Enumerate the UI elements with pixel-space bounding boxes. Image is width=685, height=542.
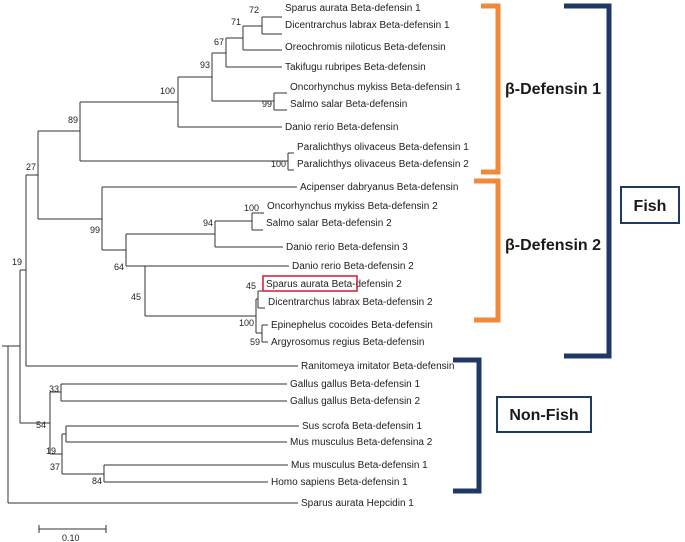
- bootstrap-value: 72: [249, 5, 259, 15]
- taxon-label: Homo sapiens Beta-defensin 1: [271, 477, 408, 488]
- bootstrap-value: 33: [49, 384, 59, 394]
- bootstrap-value: 89: [68, 115, 78, 125]
- bootstrap-value: 59: [250, 337, 260, 347]
- taxon-label: Mus musculus Beta-defensin 1: [291, 460, 428, 471]
- taxon-label: Epinephelus cocoides Beta-defensin: [271, 320, 433, 331]
- taxon-label: Mus musculus Beta-defensina 2: [290, 437, 433, 448]
- bootstrap-value: 19: [12, 257, 22, 267]
- nonfish-label-box: [496, 396, 592, 433]
- fish-label-box: [620, 186, 680, 224]
- taxon-label: Paralichthys olivaceus Beta-defensin 1: [297, 142, 469, 153]
- taxon-label: Ranitomeya imitator Beta-defensin: [301, 361, 454, 372]
- bootstrap-value: 64: [114, 262, 124, 272]
- bootstrap-value: 37: [50, 462, 60, 472]
- bootstrap-value: 67: [214, 37, 224, 47]
- defensin2-label: β-Defensin 2: [505, 237, 601, 254]
- taxon-label: Acipenser dabryanus Beta-defensin: [300, 182, 458, 193]
- taxon-label: Sparus aurata Beta-defensin 1: [285, 3, 421, 14]
- taxon-label: Salmo salar Beta-defensin 2: [266, 218, 392, 229]
- bootstrap-value: 45: [131, 292, 141, 302]
- taxon-label: Takifugu rubripes Beta-defensin: [285, 62, 426, 73]
- highlight-box: [262, 275, 358, 292]
- taxon-label: Dicentrarchus labrax Beta-defensin 2: [268, 297, 433, 308]
- taxon-label: Gallus gallus Beta-defensin 1: [290, 379, 421, 390]
- bootstrap-value: 54: [36, 420, 46, 430]
- fish-bracket: [564, 3, 612, 359]
- taxon-label: Sus scrofa Beta-defensin 1: [302, 421, 423, 432]
- taxon-label: Danio rerio Beta-defensin: [285, 122, 398, 133]
- taxon-label: Dicentrarchus labrax Beta-defensin 1: [285, 20, 450, 31]
- bootstrap-value: 27: [26, 162, 36, 172]
- bootstrap-value: 99: [262, 99, 272, 109]
- taxon-label: Argyrosomus regius Beta-defensin: [271, 337, 424, 348]
- taxon-label: Salmo salar Beta-defensin: [290, 99, 407, 110]
- nonfish-label: Non-Fish: [509, 407, 578, 424]
- taxon-label: Danio rerio Beta-defensin 2: [292, 261, 414, 272]
- taxon-label: Gallus gallus Beta-defensin 2: [290, 396, 421, 407]
- defensin1-bracket: [481, 3, 501, 175]
- fish-label: Fish: [634, 198, 667, 215]
- bootstrap-value: 93: [200, 60, 210, 70]
- scale-bar: [38, 525, 107, 533]
- taxon-label: Sparus aurata Hepcidin 1: [301, 498, 414, 509]
- taxon-labels: Sparus aurata Beta-defensin 1 Dicentrarc…: [266, 3, 469, 509]
- bootstrap-value: 19: [46, 446, 56, 456]
- tree-branches: [2, 16, 299, 504]
- bootstrap-value: 100: [244, 203, 259, 213]
- defensin1-label: β-Defensin 1: [505, 81, 601, 98]
- bootstrap-values: 72 71 67 93 100 99 89 100 27 100 94 99 6…: [12, 5, 286, 486]
- taxon-label: Oncorhynchus mykiss Beta-defensin 1: [290, 82, 461, 93]
- defensin2-bracket: [474, 178, 501, 323]
- bootstrap-value: 71: [231, 17, 241, 27]
- bootstrap-value: 94: [203, 218, 213, 228]
- taxon-label-highlighted: Sparus aurata Beta-defensin 2: [266, 279, 402, 290]
- bootstrap-value: 99: [90, 225, 100, 235]
- taxon-label: Paralichthys olivaceus Beta-defensin 2: [297, 159, 469, 170]
- taxon-label: Oncorhynchus mykiss Beta-defensin 2: [267, 201, 438, 212]
- scale-bar-label: 0.10: [62, 533, 80, 542]
- bootstrap-value: 100: [271, 159, 286, 169]
- bootstrap-value: 100: [239, 318, 254, 328]
- nonfish-bracket: [453, 357, 482, 494]
- bootstrap-value: 100: [160, 86, 175, 96]
- taxon-label: Oreochromis niloticus Beta-defensin: [285, 42, 446, 53]
- taxon-label: Danio rerio Beta-defensin 3: [286, 242, 408, 253]
- bootstrap-value: 45: [246, 281, 256, 291]
- bootstrap-value: 84: [92, 476, 102, 486]
